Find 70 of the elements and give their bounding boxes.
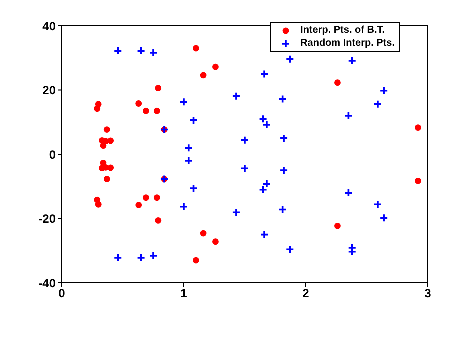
point <box>155 85 162 92</box>
point <box>104 126 110 133</box>
point <box>262 180 272 188</box>
point <box>334 222 341 230</box>
point <box>278 94 288 104</box>
point <box>184 144 194 152</box>
legend-label: Interp. Pts. of B.T. <box>300 25 385 36</box>
point <box>136 100 142 107</box>
point <box>260 70 269 79</box>
point <box>142 194 150 202</box>
y-tick-label: -20 <box>38 212 56 226</box>
point <box>180 202 188 212</box>
point <box>184 156 194 166</box>
point <box>415 178 422 184</box>
point <box>334 80 341 86</box>
x-tick-label: 3 <box>424 286 432 301</box>
point <box>212 64 219 70</box>
point <box>286 245 295 254</box>
point <box>232 208 241 218</box>
point <box>180 98 188 107</box>
point <box>212 238 219 246</box>
y-tick-label: 40 <box>42 19 56 34</box>
point <box>136 254 146 262</box>
point <box>136 202 142 208</box>
point <box>232 92 241 101</box>
point <box>240 136 250 145</box>
y-tick-label: -40 <box>38 276 56 290</box>
point <box>100 142 107 150</box>
point <box>94 106 101 112</box>
point <box>286 55 295 64</box>
y-tick-label: 20 <box>42 84 56 98</box>
point <box>193 45 200 52</box>
point <box>155 217 162 224</box>
point <box>415 124 422 132</box>
point <box>142 108 150 114</box>
point <box>374 100 382 109</box>
legend-label: Random Interp. Pts. <box>300 38 395 49</box>
point <box>348 56 357 66</box>
point <box>193 257 200 264</box>
y-tick-label: 0 <box>49 148 56 162</box>
point <box>189 116 198 125</box>
point <box>280 134 288 143</box>
x-tick-label: 1 <box>180 286 188 301</box>
point <box>258 185 268 194</box>
x-tick-label: 0 <box>58 286 66 301</box>
point <box>114 254 123 262</box>
point <box>200 230 207 237</box>
point <box>114 46 123 56</box>
point <box>380 86 388 96</box>
point <box>280 166 288 175</box>
point <box>108 138 114 144</box>
point <box>154 108 160 114</box>
point <box>149 252 158 260</box>
point <box>189 184 198 193</box>
point <box>240 164 250 174</box>
point <box>100 160 107 166</box>
point <box>278 205 288 214</box>
point <box>154 194 160 202</box>
point <box>260 230 269 240</box>
point <box>136 46 146 56</box>
point <box>374 200 382 210</box>
point <box>380 214 388 223</box>
point <box>149 48 158 58</box>
point <box>108 164 114 172</box>
point <box>94 196 101 204</box>
point <box>104 176 110 182</box>
point <box>344 188 354 198</box>
x-tick-label: 2 <box>302 286 310 301</box>
point <box>200 72 207 79</box>
point <box>344 112 354 120</box>
